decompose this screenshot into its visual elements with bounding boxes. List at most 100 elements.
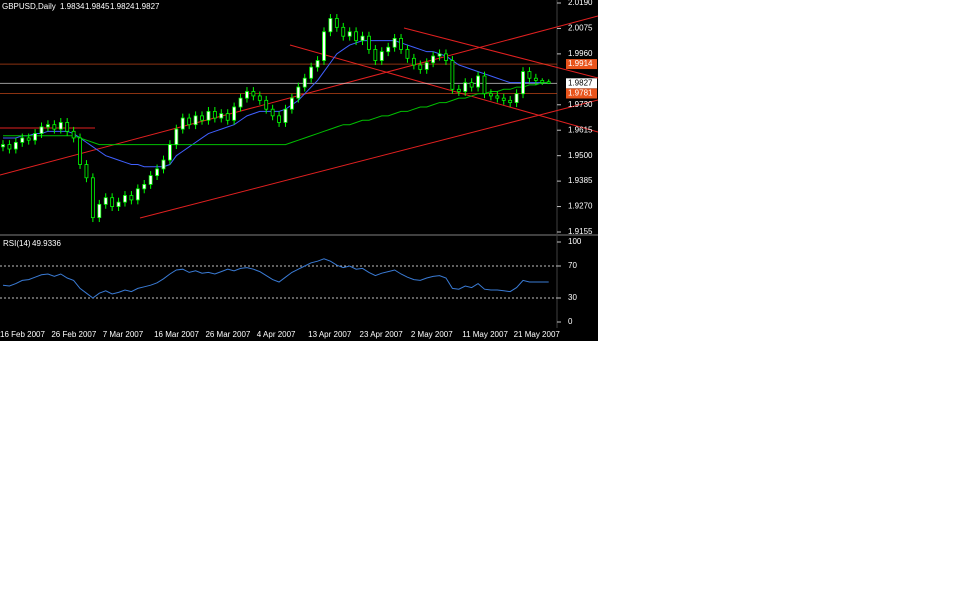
moving-average (3, 82, 549, 146)
candle-body (13, 141, 18, 150)
candle-body (302, 77, 307, 88)
candle-body (46, 124, 50, 128)
candle-body (424, 62, 429, 70)
candle-body (97, 203, 102, 219)
candle-body (212, 111, 217, 119)
candle-body (7, 144, 12, 150)
x-tick-label: 26 Mar 2007 (205, 330, 250, 339)
chart-area (0, 0, 598, 341)
candle-body (508, 99, 513, 103)
candle-body (155, 168, 159, 176)
candle-body (328, 18, 333, 33)
candle-body (431, 55, 436, 64)
x-tick-label: 7 Mar 2007 (103, 330, 144, 339)
x-tick-label: 4 Apr 2007 (257, 330, 296, 339)
x-tick-label: 23 Apr 2007 (360, 330, 404, 339)
candle-body (187, 117, 192, 126)
y-tick-label: 2.0075 (568, 24, 593, 33)
candle-body (1, 144, 5, 148)
trend-line (139, 99, 598, 219)
candle-body (90, 177, 95, 219)
y-tick-label: 1.9960 (568, 49, 593, 58)
candle-body (39, 126, 44, 134)
price-label-box (566, 59, 597, 70)
candle-body (444, 53, 448, 61)
candle-body (392, 38, 397, 48)
y-tick-label: 70 (568, 261, 577, 270)
candle-body (347, 31, 352, 37)
candle-body (501, 97, 506, 101)
candle-body (168, 144, 172, 161)
candle-body (456, 88, 461, 92)
candle-body (123, 195, 127, 203)
header-close: 1.9827 (135, 2, 160, 11)
candle-body (245, 91, 249, 99)
candle-body (309, 66, 314, 79)
candle-body (540, 80, 545, 84)
y-tick-label: 1.9385 (568, 176, 593, 185)
candle-body (367, 35, 371, 50)
candle-body (26, 137, 31, 141)
candle-body (116, 201, 121, 207)
candle-body (322, 31, 326, 61)
x-tick-label: 13 Apr 2007 (308, 330, 352, 339)
candle-body (71, 130, 76, 139)
candle-body (469, 82, 474, 88)
candle-body (527, 71, 532, 79)
candle-body (296, 86, 301, 99)
candle-body (135, 188, 140, 201)
candle-body (489, 93, 493, 97)
candle-body (495, 95, 500, 99)
header-low: 1.9824 (110, 2, 135, 11)
candle-body (315, 60, 320, 68)
trend-line (403, 27, 598, 79)
moving-average (3, 40, 549, 168)
candle-body (257, 95, 262, 101)
candle-body (514, 93, 519, 103)
price-label: 1.9781 (568, 89, 593, 98)
candle-body (193, 115, 198, 126)
y-tick-label: 1.9615 (568, 125, 593, 134)
candle-body (20, 137, 25, 143)
y-tick-label: 30 (568, 293, 577, 302)
candle-body (463, 82, 468, 92)
trend-line (289, 44, 598, 133)
x-tick-label: 2 May 2007 (411, 330, 453, 339)
y-tick-label: 1.9155 (568, 227, 593, 236)
y-tick-label: 1.9270 (568, 202, 593, 211)
candle-body (277, 115, 281, 123)
candle-body (482, 75, 487, 95)
candle-body (78, 137, 82, 165)
candle-body (283, 108, 288, 123)
x-tick-label: 26 Feb 2007 (51, 330, 96, 339)
y-tick-label: 1.9500 (568, 151, 593, 160)
candle-body (174, 128, 179, 146)
candle-body (180, 117, 185, 130)
candle-body (405, 49, 410, 59)
price-label: 1.9914 (568, 59, 593, 68)
candle-body (533, 77, 538, 81)
x-tick-label: 21 May 2007 (514, 330, 561, 339)
x-tick-label: 16 Mar 2007 (154, 330, 199, 339)
candle-body (270, 108, 275, 117)
candle-body (52, 124, 57, 130)
x-tick-label: 16 Feb 2007 (0, 330, 45, 339)
candle-body (546, 81, 551, 84)
y-tick-label: 0 (568, 317, 573, 326)
candle-body (418, 64, 423, 70)
candle-body (225, 113, 230, 121)
rsi-line (2, 258, 549, 299)
candle-body (238, 97, 243, 108)
candle-body (200, 115, 204, 121)
candle-body (219, 113, 224, 119)
candle-body (129, 195, 134, 201)
header-high: 1.9845 (85, 2, 110, 11)
y-tick-label: 100 (568, 237, 582, 246)
candle-body (373, 49, 378, 61)
candle-body (251, 91, 256, 97)
candle-body (341, 26, 346, 37)
candle-body (84, 164, 89, 179)
price-label: 1.9827 (568, 78, 593, 87)
candle-body (65, 122, 70, 132)
